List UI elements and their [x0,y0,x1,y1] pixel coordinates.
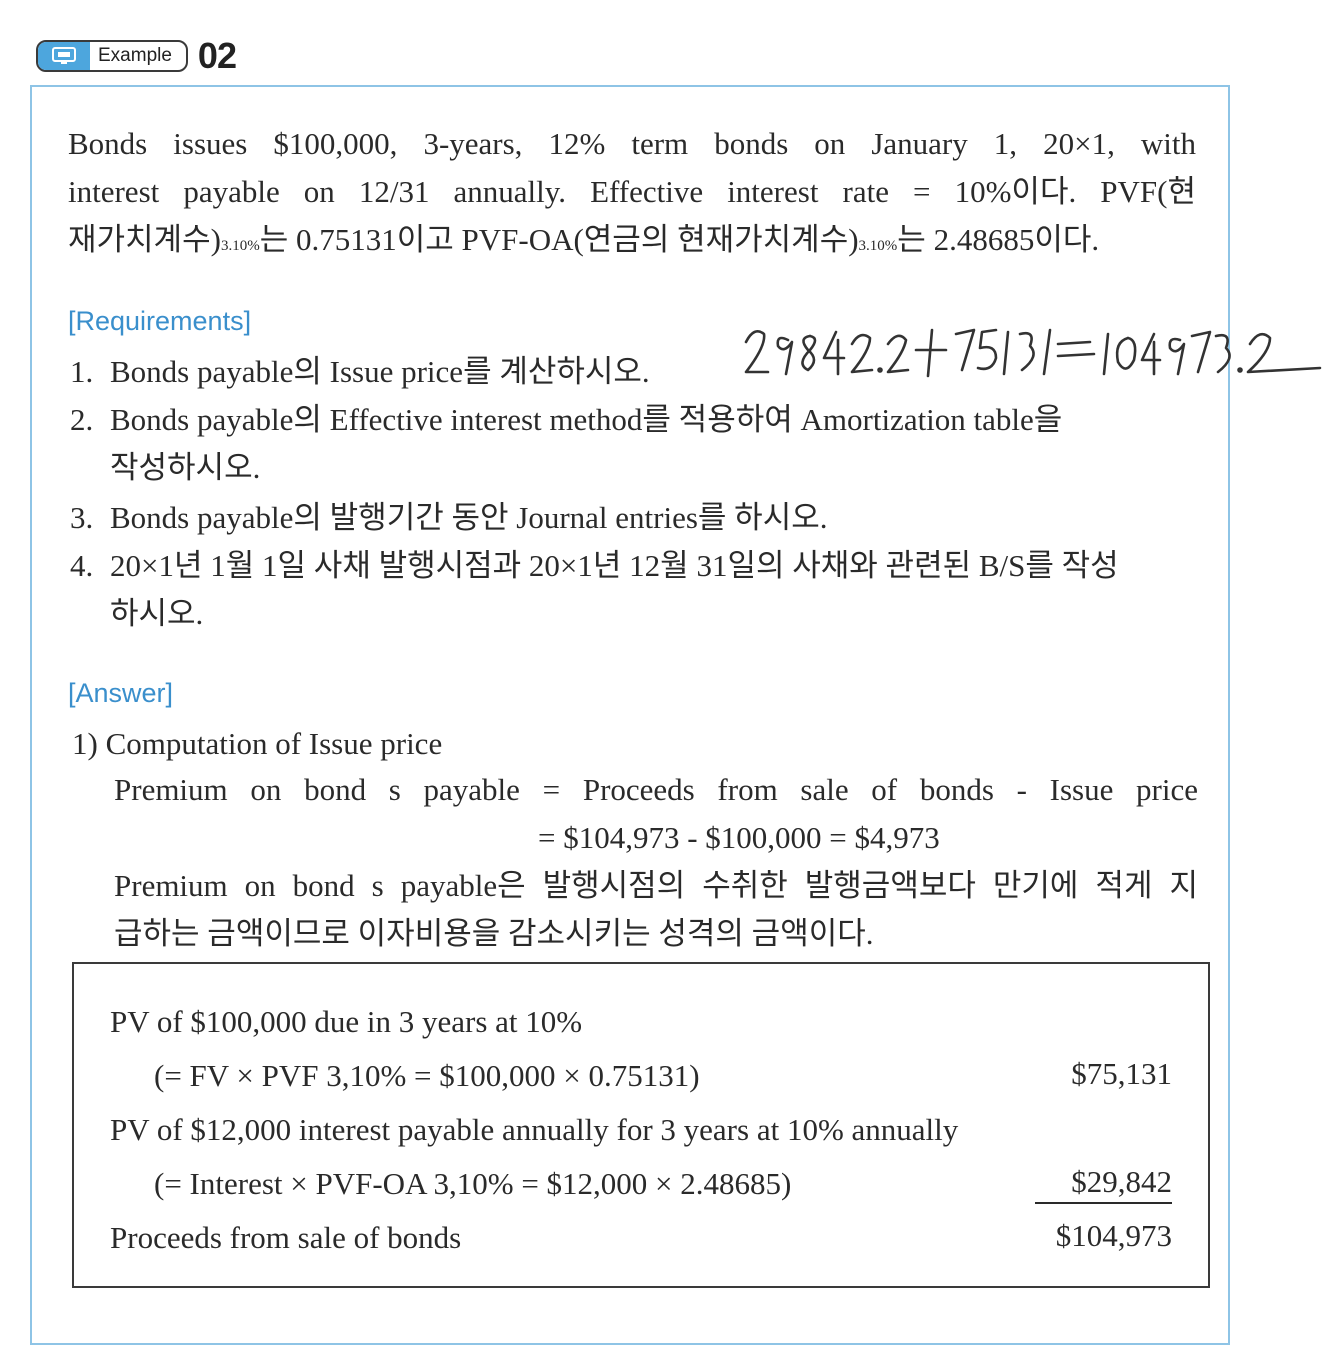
example-badge: Example 02 [36,35,237,76]
requirement-continuation: 작성하시오. [110,450,261,485]
problem-subscript-1: 3.10% [220,238,260,254]
requirement-text: Bonds payable의 Issue price를 계산하시오. [110,354,650,389]
calc-row-proceeds: Proceeds from sale of bonds [110,1220,462,1255]
example-number: 02 [197,35,237,76]
example-label: Example [98,45,172,66]
premium-formula-line-2: = $104,973 - $100,000 = $4,973 [538,820,940,855]
problem-line-1: Bonds issues $100,000, 3-years, 12% term… [68,126,1196,161]
requirement-number: 3. [70,500,94,535]
problem-subscript-2: 3.10% [858,238,898,254]
handwritten-note [744,328,1322,378]
requirement-item-1: 1. Bonds payable의 Issue price를 계산하시오. [70,348,1198,396]
monitor-icon [38,42,90,70]
requirement-continuation: 하시오. [110,596,204,631]
requirement-item-3: 3. Bonds payable의 발행기간 동안 Journal entries… [70,494,1198,542]
requirement-item-2: 2. Bonds payable의 Effective interest meth… [70,396,1198,492]
requirement-number: 2. [70,402,94,437]
answer-title: [Answer] [68,678,174,708]
premium-note-line-1: Premium on bond s payable은 발행시점의 수취한 발행금… [114,868,1198,903]
problem-statement: Bonds issues $100,000, 3-years, 12% term… [68,120,1196,270]
calc-row-pv-principal: PV of $100,000 due in 3 years at 10% [110,1004,583,1039]
problem-line-3-c: 는 0.75131이고 PVF-OA(연금의 현재가치계수) [259,222,859,257]
requirements-title: [Requirements] [68,306,252,336]
requirement-item-4: 4. 20×1년 1월 1일 사채 발행시점과 20×1년 12월 31일의 사채… [70,542,1198,638]
premium-note-line-2: 급하는 금액이므로 이자비용을 감소시키는 성격의 금액이다. [114,916,874,951]
requirement-text: Bonds payable의 Effective interest method… [110,402,1063,437]
calc-amount-pv-interest: $29,842 [1035,1162,1172,1204]
calc-row-pv-interest-formula: (= Interest × PVF-OA 3,10% = $12,000 × 2… [154,1166,792,1201]
premium-formula-line-1: Premium on bond s payable = Proceeds fro… [114,772,1198,807]
example-pill: Example [36,40,188,72]
calc-row-pv-interest: PV of $12,000 interest payable annually … [110,1112,959,1147]
problem-line-2: interest payable on 12/31 annually. Effe… [68,174,1196,209]
answer-heading: 1) Computation of Issue price [72,726,443,761]
calc-row-pv-principal-formula: (= FV × PVF 3,10% = $100,000 × 0.75131) [154,1058,700,1093]
calc-amount-pv-principal: $75,131 [1071,1056,1172,1091]
problem-line-3-e: 는 2.48685이다. [897,222,1100,257]
problem-line-3-a: 재가치계수) [68,222,221,257]
requirement-number: 4. [70,548,94,583]
requirement-text: 20×1년 1월 1일 사채 발행시점과 20×1년 12월 31일의 사채와 … [110,548,1119,583]
requirement-number: 1. [70,354,94,389]
issue-price-calculation-box: PV of $100,000 due in 3 years at 10% (= … [72,962,1210,1288]
calc-amount-proceeds: $104,973 [1055,1218,1172,1253]
problem-line-3: 재가치계수)3.10%는 0.75131이고 PVF-OA(연금의 현재가치계수… [68,216,1196,270]
requirement-text: Bonds payable의 발행기간 동안 Journal entries를 … [110,500,828,535]
